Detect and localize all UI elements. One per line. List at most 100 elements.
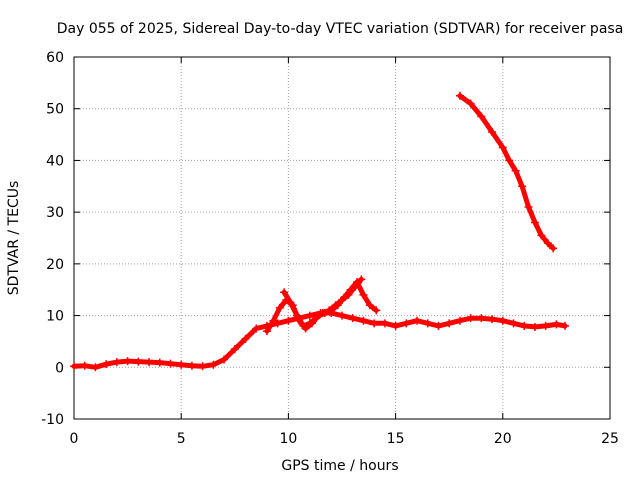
y-tick-label: -10: [41, 412, 64, 428]
series-track-3: [280, 275, 366, 330]
x-tick-label: 15: [387, 431, 405, 447]
data-point: [230, 345, 239, 354]
data-point: [466, 314, 475, 323]
x-tick-label: 25: [601, 431, 619, 447]
data-point: [284, 316, 293, 325]
data-point: [262, 327, 271, 336]
data-point: [488, 315, 497, 324]
y-tick-label: 0: [55, 360, 64, 376]
data-point: [455, 91, 464, 100]
x-tick-label: 0: [70, 431, 79, 447]
y-tick-label: 20: [46, 257, 64, 273]
data-point: [280, 288, 289, 297]
data-point: [359, 316, 368, 325]
data-point: [549, 244, 558, 253]
y-tick-label: 40: [46, 153, 64, 169]
data-point: [391, 321, 400, 330]
series-line: [457, 93, 556, 251]
data-point: [344, 290, 353, 299]
data-point: [312, 314, 321, 323]
y-axis-ticks: -10 0 10 20 30 40 50 60: [41, 50, 610, 428]
data-point: [560, 321, 569, 330]
data-point: [91, 363, 100, 372]
data-point: [305, 319, 314, 328]
data-point: [252, 324, 261, 333]
data-point: [552, 320, 561, 329]
data-point: [273, 319, 282, 328]
data-point: [338, 311, 346, 320]
data-point: [518, 182, 527, 191]
data-point: [350, 283, 359, 292]
data-point: [166, 359, 175, 368]
data-point: [511, 166, 520, 175]
y-tick-label: 50: [46, 102, 64, 118]
data-point: [177, 360, 186, 369]
data-point: [488, 127, 497, 136]
y-tick-label: 60: [46, 50, 64, 66]
x-axis-ticks: 0 5 10 15 20 25: [70, 57, 619, 447]
data-point: [331, 301, 340, 310]
data-point: [505, 156, 514, 165]
data-point: [423, 319, 432, 328]
y-axis-label: SDTVAR / TECUs: [6, 181, 22, 296]
chart-title: Day 055 of 2025, Sidereal Day-to-day VTE…: [57, 21, 624, 37]
data-point: [338, 296, 346, 305]
data-point: [520, 321, 529, 330]
x-tick-label: 10: [279, 431, 297, 447]
data-point: [187, 361, 196, 370]
data-point: [477, 112, 486, 121]
data-point: [380, 319, 389, 328]
data-point: [455, 316, 464, 325]
data-point: [543, 239, 552, 248]
data-point: [359, 290, 368, 299]
data-point: [220, 355, 229, 364]
data-point: [325, 306, 334, 315]
data-point: [198, 362, 207, 371]
data-point: [123, 357, 132, 366]
data-point: [145, 358, 154, 367]
data-point: [269, 316, 278, 325]
data-point: [292, 311, 301, 320]
data-point: [286, 298, 295, 307]
data-point: [70, 362, 78, 371]
data-point: [365, 301, 374, 310]
data-point: [318, 308, 327, 317]
data-point: [466, 99, 475, 108]
data-point: [445, 319, 454, 328]
data-point: [299, 321, 308, 330]
series-track-2: [262, 277, 381, 336]
data-point: [102, 360, 111, 369]
series-track-4: [455, 91, 558, 253]
plot-frame: [73, 56, 611, 420]
data-point: [434, 321, 443, 330]
data-point: [80, 361, 89, 370]
x-tick-label: 20: [494, 431, 512, 447]
x-tick-label: 5: [177, 431, 186, 447]
x-axis-label: GPS time / hours: [281, 458, 398, 474]
y-tick-label: 30: [46, 205, 64, 221]
y-tick-label: 10: [46, 309, 64, 325]
data-point: [370, 319, 379, 328]
data-point: [402, 319, 411, 328]
data-point: [372, 306, 381, 315]
data-point: [348, 314, 357, 323]
data-point: [305, 311, 314, 320]
data-point: [357, 275, 366, 284]
data-point: [498, 316, 507, 325]
data-point: [524, 202, 533, 211]
data-point: [413, 316, 422, 325]
data-point: [275, 303, 284, 312]
data-point: [509, 319, 518, 328]
data-point: [530, 218, 539, 227]
data-series: [70, 91, 569, 372]
data-point: [155, 358, 164, 367]
data-point: [477, 314, 486, 323]
data-point: [537, 231, 546, 240]
data-point: [209, 360, 218, 369]
data-point: [530, 322, 539, 331]
data-point: [112, 358, 121, 367]
data-point: [241, 334, 250, 343]
data-point: [498, 143, 507, 152]
data-point: [134, 357, 143, 366]
